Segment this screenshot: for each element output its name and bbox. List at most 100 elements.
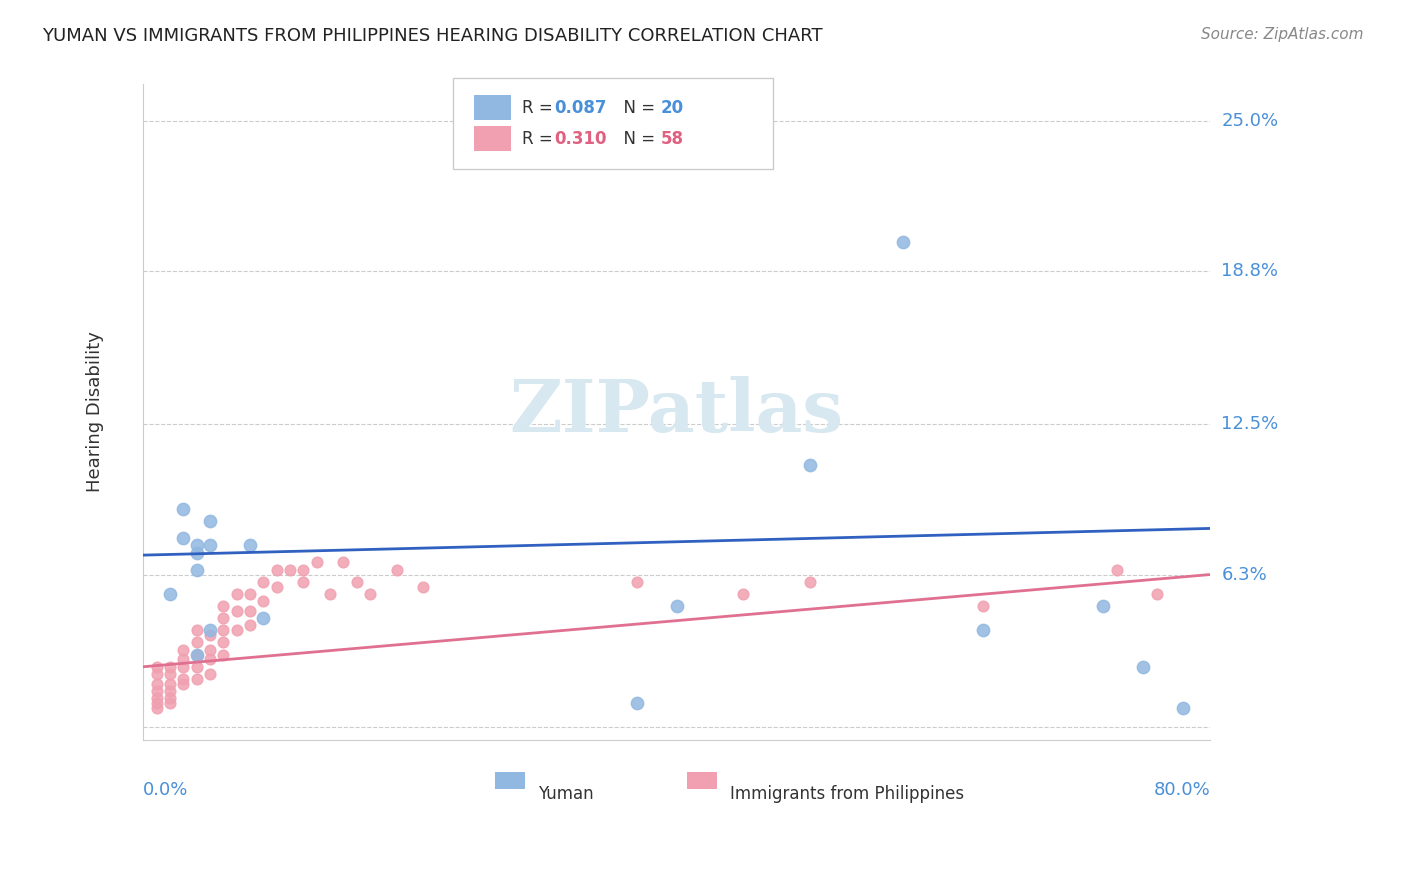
Immigrants from Philippines	[159, 677, 181, 691]
Text: ZIPatlas: ZIPatlas	[510, 376, 844, 448]
Immigrants from Philippines	[412, 580, 434, 594]
FancyBboxPatch shape	[474, 95, 512, 120]
Text: 25.0%: 25.0%	[1222, 112, 1278, 129]
Immigrants from Philippines	[332, 555, 354, 569]
Immigrants from Philippines	[252, 574, 274, 589]
Immigrants from Philippines	[212, 624, 235, 638]
FancyBboxPatch shape	[474, 127, 512, 151]
Immigrants from Philippines	[198, 652, 221, 666]
Immigrants from Philippines	[159, 659, 181, 673]
Text: 58: 58	[661, 129, 683, 148]
Immigrants from Philippines	[972, 599, 994, 613]
Text: N =: N =	[613, 99, 659, 117]
Yuman	[252, 611, 274, 625]
Immigrants from Philippines	[292, 574, 315, 589]
Immigrants from Philippines	[198, 667, 221, 681]
Yuman	[159, 587, 181, 601]
Immigrants from Philippines	[172, 672, 194, 686]
Immigrants from Philippines	[359, 587, 381, 601]
Immigrants from Philippines	[239, 587, 262, 601]
Immigrants from Philippines	[145, 667, 167, 681]
FancyBboxPatch shape	[688, 772, 717, 789]
Immigrants from Philippines	[319, 587, 342, 601]
Yuman	[665, 599, 688, 613]
Immigrants from Philippines	[266, 563, 288, 577]
Immigrants from Philippines	[159, 691, 181, 706]
Immigrants from Philippines	[225, 604, 247, 618]
Text: 80.0%: 80.0%	[1153, 781, 1211, 799]
Immigrants from Philippines	[198, 628, 221, 642]
Yuman	[972, 624, 994, 638]
Immigrants from Philippines	[252, 594, 274, 608]
Immigrants from Philippines	[239, 618, 262, 632]
Immigrants from Philippines	[239, 604, 262, 618]
Yuman	[172, 531, 194, 545]
Immigrants from Philippines	[145, 691, 167, 706]
Immigrants from Philippines	[145, 677, 167, 691]
Immigrants from Philippines	[305, 555, 328, 569]
FancyBboxPatch shape	[495, 772, 526, 789]
Immigrants from Philippines	[626, 574, 648, 589]
Immigrants from Philippines	[278, 563, 301, 577]
Text: Hearing Disability: Hearing Disability	[86, 332, 104, 492]
Yuman	[1092, 599, 1115, 613]
Immigrants from Philippines	[145, 696, 167, 710]
Immigrants from Philippines	[266, 580, 288, 594]
Yuman	[198, 538, 221, 552]
Yuman	[799, 458, 821, 473]
Text: Yuman: Yuman	[538, 786, 593, 804]
Immigrants from Philippines	[225, 624, 247, 638]
Text: YUMAN VS IMMIGRANTS FROM PHILIPPINES HEARING DISABILITY CORRELATION CHART: YUMAN VS IMMIGRANTS FROM PHILIPPINES HEA…	[42, 27, 823, 45]
Immigrants from Philippines	[186, 659, 208, 673]
Text: 20: 20	[661, 99, 683, 117]
Immigrants from Philippines	[186, 648, 208, 662]
Text: N =: N =	[613, 129, 659, 148]
Immigrants from Philippines	[172, 677, 194, 691]
Immigrants from Philippines	[145, 701, 167, 715]
Immigrants from Philippines	[172, 652, 194, 666]
Yuman	[186, 563, 208, 577]
Text: R =: R =	[522, 99, 558, 117]
Yuman	[186, 546, 208, 560]
Text: 6.3%: 6.3%	[1222, 566, 1267, 583]
Yuman	[893, 235, 915, 249]
Text: 18.8%: 18.8%	[1222, 262, 1278, 280]
Immigrants from Philippines	[159, 684, 181, 698]
Yuman	[239, 538, 262, 552]
Immigrants from Philippines	[198, 642, 221, 657]
Yuman	[1132, 659, 1154, 673]
Text: Source: ZipAtlas.com: Source: ZipAtlas.com	[1201, 27, 1364, 42]
Immigrants from Philippines	[145, 659, 167, 673]
Immigrants from Philippines	[1105, 563, 1128, 577]
Yuman	[626, 696, 648, 710]
Yuman	[198, 624, 221, 638]
Yuman	[198, 514, 221, 528]
Immigrants from Philippines	[145, 684, 167, 698]
Immigrants from Philippines	[385, 563, 408, 577]
Immigrants from Philippines	[212, 599, 235, 613]
Immigrants from Philippines	[346, 574, 368, 589]
Immigrants from Philippines	[799, 574, 821, 589]
Yuman	[186, 538, 208, 552]
Immigrants from Philippines	[1146, 587, 1168, 601]
Yuman	[1173, 701, 1195, 715]
Text: 0.087: 0.087	[554, 99, 606, 117]
Immigrants from Philippines	[212, 648, 235, 662]
Immigrants from Philippines	[159, 667, 181, 681]
Text: 0.0%: 0.0%	[143, 781, 188, 799]
Immigrants from Philippines	[172, 642, 194, 657]
Immigrants from Philippines	[292, 563, 315, 577]
Text: R =: R =	[522, 129, 558, 148]
Immigrants from Philippines	[186, 635, 208, 649]
Immigrants from Philippines	[225, 587, 247, 601]
Text: Immigrants from Philippines: Immigrants from Philippines	[730, 786, 965, 804]
Immigrants from Philippines	[172, 659, 194, 673]
Immigrants from Philippines	[733, 587, 755, 601]
Immigrants from Philippines	[212, 635, 235, 649]
Immigrants from Philippines	[186, 624, 208, 638]
FancyBboxPatch shape	[453, 78, 773, 169]
Immigrants from Philippines	[186, 672, 208, 686]
Immigrants from Philippines	[159, 696, 181, 710]
Yuman	[186, 648, 208, 662]
Yuman	[172, 502, 194, 516]
